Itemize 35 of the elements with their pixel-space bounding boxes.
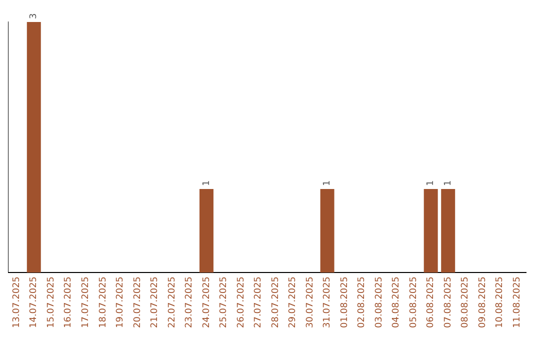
x-tick-label: 30.07.2025 (305, 276, 316, 328)
data-label: 1 (202, 180, 212, 186)
x-tick-label: 18.07.2025 (98, 276, 108, 328)
x-tick-label: 01.08.2025 (340, 276, 350, 328)
x-tick-label: 06.08.2025 (426, 276, 436, 328)
x-tick-label: 27.07.2025 (254, 276, 264, 328)
x-tick-label: 25.07.2025 (219, 276, 230, 328)
x-tick-label: 20.07.2025 (132, 276, 143, 328)
x-tick-label: 03.08.2025 (374, 276, 384, 328)
x-tick-label: 08.08.2025 (460, 276, 471, 328)
x-tick-label: 04.08.2025 (392, 276, 402, 328)
x-tick-label: 14.07.2025 (29, 276, 40, 328)
data-label: 1 (426, 180, 436, 186)
x-tick-label: 19.07.2025 (116, 276, 126, 328)
x-tick-label: 24.07.2025 (202, 276, 212, 328)
x-tick-label: 22.07.2025 (167, 276, 178, 328)
x-tick-label: 21.07.2025 (150, 276, 160, 328)
x-tick-label: 11.08.2025 (512, 276, 522, 328)
x-tick-label: 10.08.2025 (495, 276, 506, 328)
x-tick-label: 26.07.2025 (236, 276, 246, 328)
x-tick-label: 31.07.2025 (322, 276, 333, 328)
x-tick-label: 13.07.2025 (12, 276, 22, 328)
x-tick-label: 17.07.2025 (81, 276, 92, 328)
data-label: 3 (29, 13, 40, 19)
x-tick-label: 09.08.2025 (478, 276, 488, 328)
x-tick-label: 07.08.2025 (443, 276, 454, 328)
data-label: 1 (443, 180, 454, 186)
x-tick-label: 02.08.2025 (357, 276, 368, 328)
x-tick-label: 29.07.2025 (288, 276, 298, 328)
x-tick-label: 16.07.2025 (64, 276, 74, 328)
x-tick-label: 15.07.2025 (46, 276, 56, 328)
x-tick-label: 23.07.2025 (184, 276, 195, 328)
data-label: 1 (322, 180, 333, 186)
x-tick-label: 28.07.2025 (270, 276, 281, 328)
x-tick-label: 05.08.2025 (408, 276, 419, 328)
